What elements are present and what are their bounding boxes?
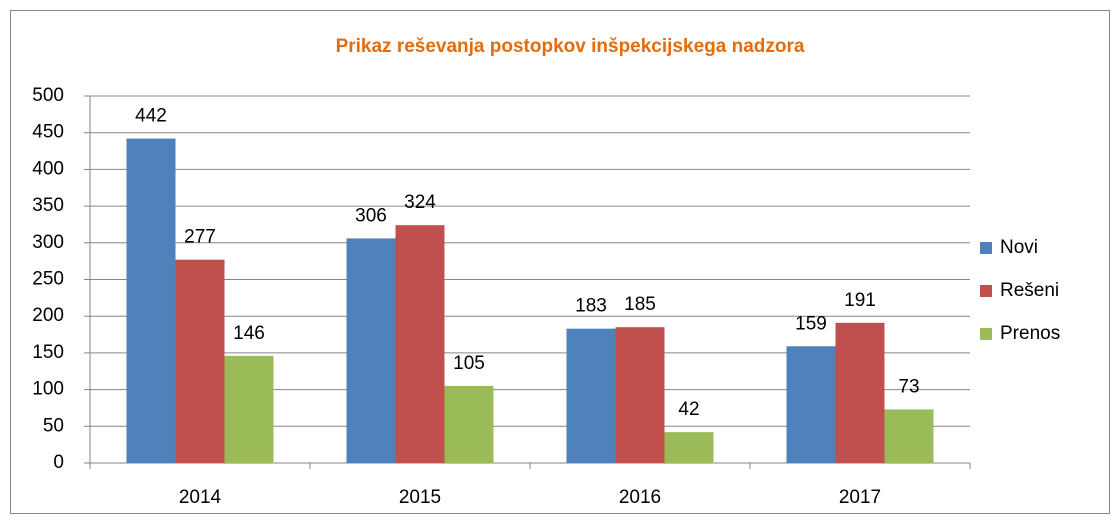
y-tick-label: 100: [32, 379, 64, 400]
y-tick-label: 200: [32, 305, 64, 326]
legend-label: Rešeni: [1000, 280, 1059, 301]
data-label: 73: [898, 376, 919, 397]
legend-label: Novi: [1000, 237, 1038, 258]
y-tick-label: 450: [32, 122, 64, 143]
x-tick-label: 2016: [619, 487, 661, 508]
data-label: 105: [453, 353, 485, 374]
y-tick-label: 350: [32, 195, 64, 216]
y-tick-label: 300: [32, 232, 64, 253]
data-label: 159: [795, 313, 827, 334]
x-tick-label: 2014: [179, 487, 222, 508]
y-tick-label: 500: [32, 85, 64, 106]
y-tick-label: 0: [53, 452, 64, 473]
bar: [175, 259, 225, 463]
y-tick-label: 250: [32, 269, 64, 290]
bar: [126, 138, 176, 463]
data-label: 191: [844, 290, 876, 311]
data-label: 146: [233, 323, 265, 344]
data-label: 306: [355, 205, 387, 226]
chart-title: Prikaz reševanja postopkov inšpekcijskeg…: [336, 36, 805, 57]
bar: [224, 355, 274, 463]
data-label: 185: [624, 294, 656, 315]
data-label: 183: [575, 296, 607, 317]
legend-label: Prenos: [1000, 323, 1060, 344]
x-tick-label: 2017: [839, 487, 881, 508]
legend-swatch: [980, 242, 992, 254]
data-label: 442: [135, 106, 167, 127]
bar: [786, 346, 836, 463]
bar: [664, 432, 714, 463]
bar: [835, 322, 885, 463]
bar: [566, 328, 616, 463]
legend-swatch: [980, 285, 992, 297]
legend-swatch: [980, 328, 992, 340]
y-tick-label: 400: [32, 158, 64, 179]
y-tick-label: 150: [32, 342, 64, 363]
x-tick-label: 2015: [399, 487, 441, 508]
y-tick-label: 50: [43, 415, 64, 436]
bar: [884, 409, 934, 463]
bar: [615, 327, 665, 463]
data-label: 324: [404, 192, 436, 213]
bar: [444, 385, 494, 463]
data-label: 277: [184, 227, 216, 248]
bar: [395, 225, 445, 463]
data-label: 42: [678, 399, 699, 420]
bar: [346, 238, 396, 463]
